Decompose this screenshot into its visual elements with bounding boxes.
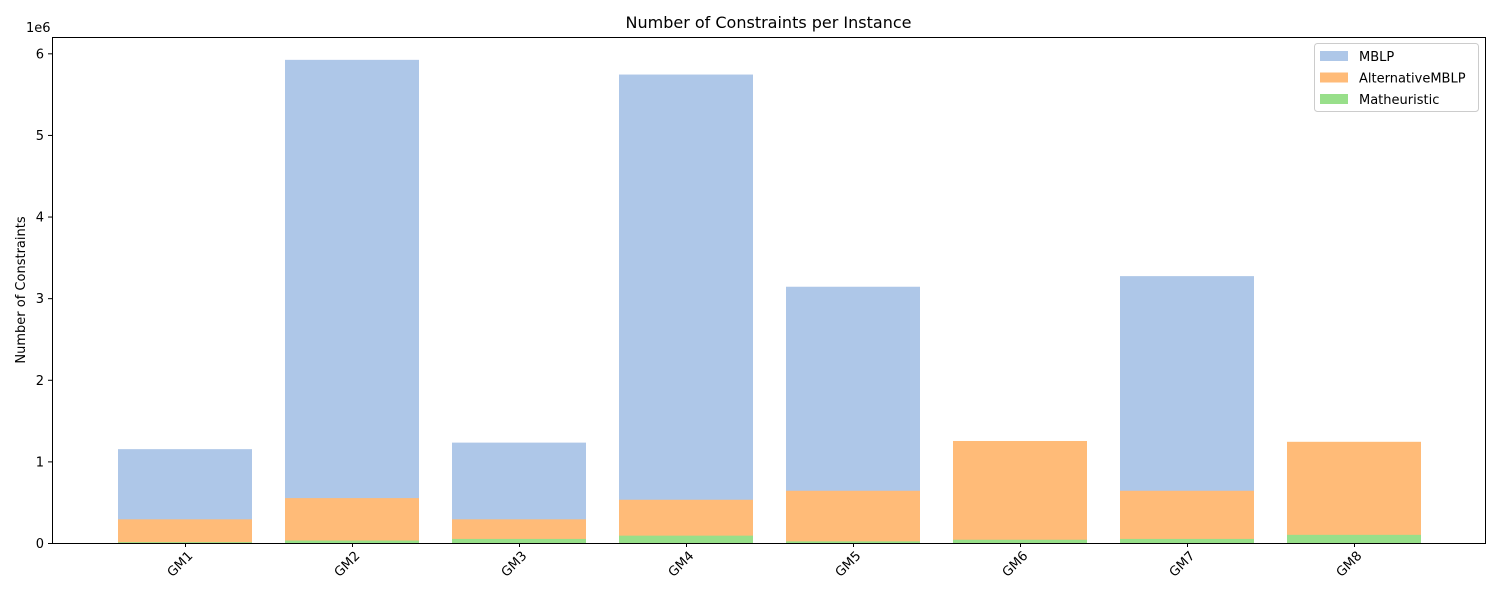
legend: MBLP AlternativeMBLP Matheuristic <box>1314 43 1479 112</box>
bar-alternativemblp-gm7 <box>1120 490 1254 543</box>
bar-matheuristic-gm8 <box>1287 534 1421 543</box>
bar-alternativemblp-gm5 <box>786 490 920 543</box>
bar-matheuristic-gm6 <box>953 539 1087 543</box>
bar-alternativemblp-gm2 <box>285 498 419 543</box>
y-tick-label: 3 <box>36 292 44 307</box>
bar-matheuristic-gm1 <box>118 542 252 543</box>
y-tick-label: 1 <box>36 455 44 470</box>
legend-swatch-alternativemblp <box>1320 72 1348 83</box>
bar-matheuristic-gm4 <box>619 535 753 543</box>
plot-frame <box>52 37 1486 544</box>
legend-swatch-mblp <box>1320 51 1348 61</box>
x-tick-label: GM5 <box>833 549 865 581</box>
y-axis-offset-label: 1e6 <box>26 21 51 36</box>
bar-alternativemblp-gm3 <box>452 519 586 543</box>
legend-label-alternativemblp: AlternativeMBLP <box>1359 72 1466 87</box>
x-tick-label: GM7 <box>1167 549 1199 581</box>
y-tick-label: 4 <box>36 211 44 226</box>
x-tick-label: GM4 <box>666 549 698 581</box>
legend-label-matheuristic: Matheuristic <box>1359 93 1439 108</box>
bar-matheuristic-gm2 <box>285 540 419 543</box>
bar-matheuristic-gm5 <box>786 541 920 543</box>
bar-mblp-gm2 <box>285 59 419 543</box>
bar-mblp-gm4 <box>619 74 753 544</box>
chart-title: Number of Constraints per Instance <box>626 13 912 32</box>
y-tick-label: 5 <box>36 129 44 144</box>
bar-matheuristic-gm7 <box>1120 538 1254 543</box>
y-tick-label: 0 <box>36 537 44 552</box>
legend-box <box>1314 43 1479 112</box>
x-tick-label: GM3 <box>499 549 531 581</box>
bar-matheuristic-gm3 <box>452 538 586 543</box>
legend-swatch-matheuristic <box>1320 94 1348 104</box>
legend-label-mblp: MBLP <box>1359 50 1394 65</box>
bars-group <box>118 59 1421 544</box>
bar-alternativemblp-gm6 <box>953 440 1087 543</box>
x-axis: GM1 GM2 GM3 GM4 GM5 GM6 GM7 GM8 <box>165 543 1366 581</box>
y-axis-label: Number of Constraints <box>14 216 29 363</box>
y-axis: 0 1 2 3 4 5 6 <box>36 47 52 552</box>
x-tick-label: GM6 <box>1000 549 1032 581</box>
bar-alternativemblp-gm1 <box>118 519 252 543</box>
y-tick-label: 2 <box>36 374 44 389</box>
x-tick-label: GM1 <box>165 549 197 581</box>
y-tick-label: 6 <box>36 47 44 62</box>
bar-alternativemblp-gm8 <box>1287 441 1421 543</box>
x-tick-label: GM8 <box>1334 549 1366 581</box>
x-tick-label: GM2 <box>332 549 364 581</box>
